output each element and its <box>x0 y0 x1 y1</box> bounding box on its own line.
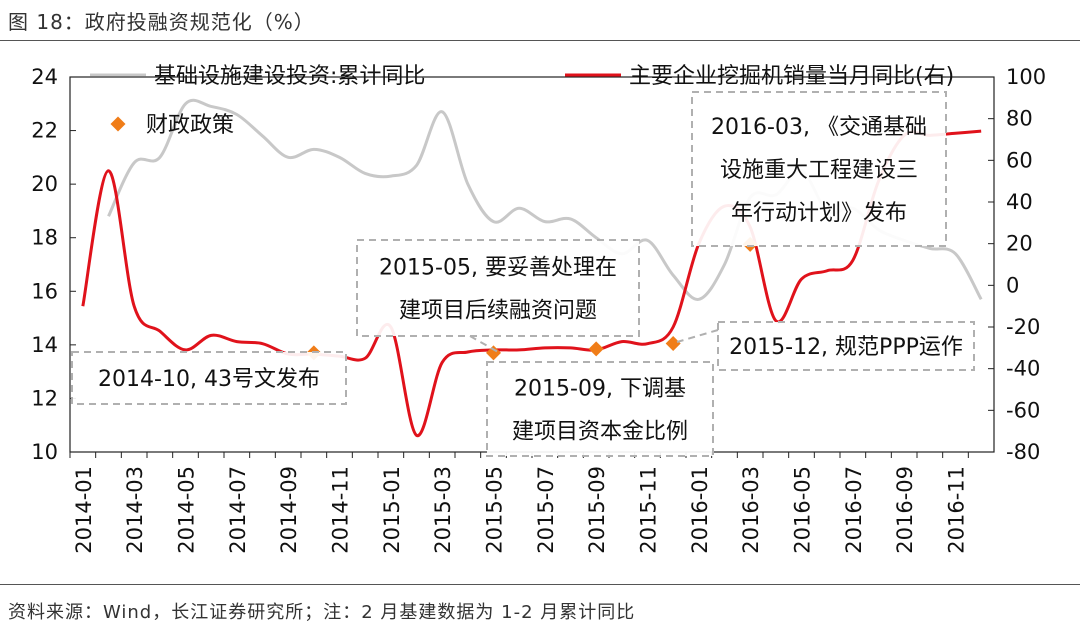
x-axis-tick-label: 2015-05 <box>483 466 507 554</box>
bottom-rule <box>0 584 1080 585</box>
annotation-box <box>486 361 714 457</box>
annotation-text: 建项目资本金比例 <box>512 420 688 445</box>
legend-label: 财政政策 <box>146 113 234 138</box>
right-axis-tick-label: 0 <box>1006 273 1019 297</box>
x-axis-tick-label: 2016-01 <box>688 466 712 554</box>
x-axis-tick-label: 2016-05 <box>791 466 815 554</box>
right-axis-tick-label: -20 <box>1006 315 1040 339</box>
annotation-leader <box>469 335 499 353</box>
top-rule <box>0 40 1080 41</box>
right-axis-tick-label: 20 <box>1006 232 1033 256</box>
legend-item: 基础设施建设投资:累计同比 <box>90 64 425 89</box>
legend-label: 主要企业挖掘机销量当月同比(右) <box>629 64 954 89</box>
policy-marker <box>665 336 681 352</box>
x-axis-tick-label: 2015-09 <box>585 466 609 554</box>
left-axis-tick-label: 14 <box>31 333 58 357</box>
annotation-text: 设施重大工程建设三 <box>720 158 918 183</box>
left-axis-tick-label: 24 <box>31 65 58 89</box>
x-axis-tick-label: 2015-07 <box>534 466 558 554</box>
policy-marker <box>486 345 501 361</box>
x-axis-tick-label: 2015-11 <box>637 466 661 554</box>
left-axis-tick-label: 20 <box>31 172 58 196</box>
left-axis-tick-label: 10 <box>31 440 58 464</box>
left-axis-tick-label: 18 <box>31 226 58 250</box>
annotation-text: 年行动计划》发布 <box>731 201 907 226</box>
annotation-box <box>356 239 640 337</box>
source-note: 资料来源：Wind，长江证券研究所；注：2 月基建数据为 1-2 月累计同比 <box>8 602 636 623</box>
x-axis-tick-label: 2016-09 <box>893 466 917 554</box>
policy-annotation: 2015-12, 规范PPP运作 <box>676 321 975 371</box>
x-axis-tick-label: 2015-03 <box>431 466 455 554</box>
left-axis-tick-label: 22 <box>31 119 58 143</box>
x-axis-tick-label: 2014-05 <box>175 466 199 554</box>
right-axis-tick-label: 80 <box>1006 107 1033 131</box>
legend-swatch <box>110 116 126 132</box>
x-axis-tick-label: 2014-03 <box>123 466 147 554</box>
series-excavator-sales-line <box>81 129 982 437</box>
right-axis-tick-label: 40 <box>1006 190 1033 214</box>
left-axis-tick-label: 12 <box>31 386 58 410</box>
legend-item: 主要企业挖掘机销量当月同比(右) <box>565 64 954 89</box>
policy-marker <box>588 341 604 357</box>
annotation-text: 建项目后续融资问题 <box>399 299 597 324</box>
annotation-box <box>71 351 347 405</box>
x-axis-tick-label: 2016-07 <box>842 466 866 554</box>
x-axis-tick-label: 2014-01 <box>72 466 96 554</box>
right-axis-tick-label: -40 <box>1006 357 1040 381</box>
legend-label: 基础设施建设投资:累计同比 <box>154 64 425 89</box>
policy-annotation: 2014-10, 43号文发布 <box>71 351 347 405</box>
x-axis-tick-label: 2016-11 <box>945 466 969 554</box>
annotation-text: 2014-10, 43号文发布 <box>98 367 320 392</box>
annotation-text: 2016-03, 《交通基础 <box>711 115 927 140</box>
x-axis-tick-label: 2016-03 <box>739 466 763 554</box>
annotation-text: 2015-05, 要妥善处理在 <box>379 256 617 281</box>
annotation-text: 2015-12, 规范PPP运作 <box>729 335 963 360</box>
chart: 10 12 14 16 18 20 22 24 -80 -60 -40 -20 0 20 40 60 80 100… <box>31 64 1046 554</box>
figure-title: 图 18：政府投融资规范化（%） <box>8 10 315 34</box>
annotation-leader <box>676 329 719 343</box>
x-axis-tick-label: 2015-01 <box>380 466 404 554</box>
legend-item: 财政政策 <box>110 113 234 138</box>
x-axis-tick-label: 2014-07 <box>226 466 250 554</box>
right-axis-tick-label: 60 <box>1006 148 1033 172</box>
right-axis-tick-label: -80 <box>1006 440 1040 464</box>
left-axis-tick-label: 16 <box>31 279 58 303</box>
x-axis-tick-label: 2014-11 <box>329 466 353 554</box>
annotation-box <box>691 91 947 247</box>
right-axis-tick-label: -60 <box>1006 398 1040 422</box>
annotation-box <box>717 321 975 371</box>
x-axis-tick-label: 2014-09 <box>277 466 301 554</box>
annotation-text: 2015-09, 下调基 <box>514 377 686 402</box>
right-axis-tick-label: 100 <box>1006 65 1046 89</box>
